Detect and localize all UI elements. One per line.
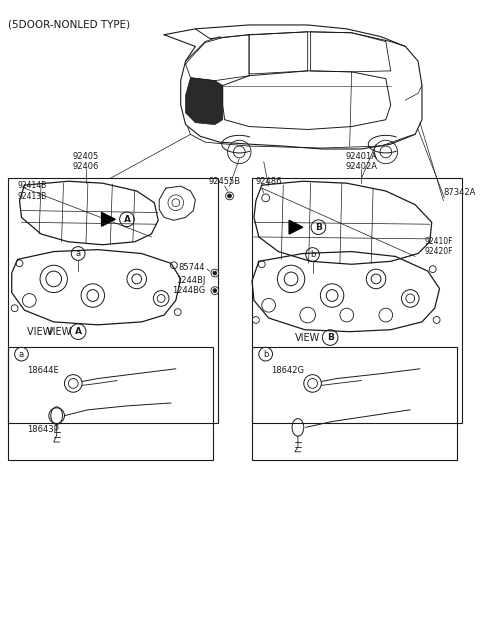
Bar bbox=[252, 347, 457, 460]
Circle shape bbox=[213, 289, 217, 293]
Text: B: B bbox=[315, 223, 322, 232]
Text: A: A bbox=[123, 215, 131, 224]
Text: VIEW: VIEW bbox=[295, 333, 320, 342]
Polygon shape bbox=[102, 213, 115, 226]
Circle shape bbox=[120, 212, 134, 227]
Circle shape bbox=[174, 309, 181, 316]
Bar bbox=[8, 178, 218, 422]
Circle shape bbox=[311, 220, 326, 234]
Text: 1244BJ
1244BG: 1244BJ 1244BG bbox=[172, 276, 205, 295]
Text: 92455B: 92455B bbox=[209, 177, 240, 186]
Circle shape bbox=[323, 330, 338, 345]
Circle shape bbox=[72, 246, 85, 260]
Text: A: A bbox=[75, 327, 82, 336]
Text: 92401A
92402A: 92401A 92402A bbox=[346, 152, 377, 171]
Text: 92414B
92413B: 92414B 92413B bbox=[18, 182, 47, 201]
Circle shape bbox=[306, 248, 319, 262]
Circle shape bbox=[211, 269, 219, 277]
Text: b: b bbox=[310, 250, 315, 259]
Circle shape bbox=[429, 265, 436, 272]
Circle shape bbox=[228, 194, 231, 198]
Circle shape bbox=[170, 262, 177, 269]
Circle shape bbox=[71, 324, 86, 340]
Polygon shape bbox=[186, 77, 223, 124]
Text: VIEW: VIEW bbox=[27, 326, 59, 337]
Circle shape bbox=[16, 260, 23, 267]
Circle shape bbox=[262, 194, 270, 202]
Text: 92486: 92486 bbox=[255, 177, 282, 186]
Bar bbox=[8, 347, 213, 460]
Text: 18644E: 18644E bbox=[27, 366, 59, 375]
Text: 92405
92406: 92405 92406 bbox=[73, 152, 99, 171]
Text: 85744: 85744 bbox=[179, 263, 205, 272]
Circle shape bbox=[259, 347, 273, 361]
Text: a: a bbox=[19, 350, 24, 359]
Polygon shape bbox=[289, 220, 303, 234]
Text: 18642G: 18642G bbox=[272, 366, 304, 375]
Circle shape bbox=[15, 347, 28, 361]
Bar bbox=[252, 178, 462, 422]
Circle shape bbox=[211, 287, 219, 295]
Circle shape bbox=[252, 316, 259, 323]
Circle shape bbox=[226, 192, 233, 200]
Text: (5DOOR-NONLED TYPE): (5DOOR-NONLED TYPE) bbox=[8, 19, 130, 29]
Circle shape bbox=[213, 271, 217, 275]
Text: VIEW: VIEW bbox=[47, 326, 72, 337]
Circle shape bbox=[433, 316, 440, 323]
Text: B: B bbox=[327, 333, 334, 342]
Text: a: a bbox=[75, 249, 81, 258]
Circle shape bbox=[258, 261, 265, 268]
Text: 87342A: 87342A bbox=[444, 189, 476, 197]
Text: 18643P: 18643P bbox=[27, 425, 59, 434]
Text: 92410F
92420F: 92410F 92420F bbox=[425, 237, 454, 257]
Text: b: b bbox=[263, 350, 268, 359]
Circle shape bbox=[11, 305, 18, 312]
